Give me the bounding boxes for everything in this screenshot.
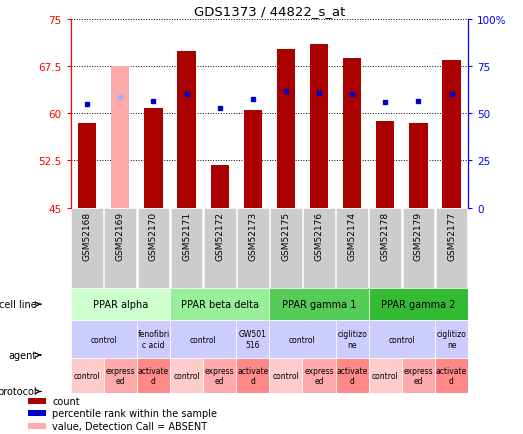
Bar	[78, 123, 96, 208]
Text: express
ed: express ed	[304, 366, 334, 385]
Bar	[137, 358, 170, 393]
Text: activate
d: activate d	[336, 366, 368, 385]
Bar	[144, 109, 163, 208]
Bar	[369, 208, 401, 289]
Text: PPAR alpha: PPAR alpha	[93, 299, 148, 309]
Bar	[244, 111, 262, 208]
Text: express
ed: express ed	[404, 366, 433, 385]
Text: control: control	[173, 371, 200, 380]
Bar	[336, 320, 369, 358]
Bar	[203, 358, 236, 393]
Bar	[435, 358, 468, 393]
Bar	[104, 358, 137, 393]
Bar	[303, 208, 335, 289]
Bar	[376, 122, 394, 208]
Bar	[170, 358, 203, 393]
Text: control: control	[289, 335, 316, 344]
Bar	[436, 208, 468, 289]
Text: fenofibri
c acid: fenofibri c acid	[138, 330, 169, 349]
Bar	[410, 123, 427, 208]
Bar	[269, 358, 302, 393]
Bar	[237, 208, 269, 289]
Bar	[269, 320, 336, 358]
Bar	[71, 289, 170, 320]
Text: express
ed: express ed	[205, 366, 234, 385]
Text: activate
d: activate d	[436, 366, 467, 385]
Text: control: control	[272, 371, 299, 380]
Bar	[71, 208, 103, 289]
Text: PPAR gamma 1: PPAR gamma 1	[282, 299, 356, 309]
Bar	[343, 59, 361, 208]
Text: protocol: protocol	[0, 387, 37, 397]
Bar	[435, 320, 468, 358]
Bar	[28, 423, 47, 429]
Bar	[170, 320, 236, 358]
Bar	[270, 208, 302, 289]
Bar	[369, 358, 402, 393]
Bar	[111, 67, 129, 208]
Bar	[236, 358, 269, 393]
Text: activate
d: activate d	[237, 366, 268, 385]
Text: express
ed: express ed	[106, 366, 135, 385]
Bar	[403, 208, 434, 289]
Bar	[204, 208, 235, 289]
Text: agent: agent	[8, 350, 37, 360]
Text: control: control	[90, 335, 117, 344]
Bar	[138, 208, 169, 289]
Text: cell line: cell line	[0, 299, 37, 309]
Bar	[28, 398, 47, 404]
Bar	[336, 358, 369, 393]
Bar	[336, 208, 368, 289]
Text: control: control	[389, 335, 415, 344]
Bar	[302, 358, 336, 393]
Text: PPAR gamma 2: PPAR gamma 2	[381, 299, 456, 309]
Bar	[269, 289, 369, 320]
Bar	[402, 358, 435, 393]
Text: count: count	[52, 396, 80, 406]
Bar	[170, 289, 269, 320]
Bar	[442, 60, 461, 208]
Bar	[137, 320, 170, 358]
Text: PPAR beta delta: PPAR beta delta	[180, 299, 259, 309]
Text: control: control	[372, 371, 399, 380]
Text: value, Detection Call = ABSENT: value, Detection Call = ABSENT	[52, 421, 207, 431]
Text: ciglitizo
ne: ciglitizo ne	[337, 330, 367, 349]
Bar	[211, 165, 229, 208]
Text: control: control	[74, 371, 100, 380]
Bar	[71, 320, 137, 358]
Bar	[310, 45, 328, 208]
Bar	[369, 289, 468, 320]
Text: control: control	[190, 335, 217, 344]
Text: GW501
516: GW501 516	[239, 330, 267, 349]
Bar	[170, 208, 202, 289]
Bar	[236, 320, 269, 358]
Title: GDS1373 / 44822_s_at: GDS1373 / 44822_s_at	[194, 5, 345, 18]
Text: percentile rank within the sample: percentile rank within the sample	[52, 408, 217, 418]
Bar	[277, 50, 295, 208]
Bar	[71, 358, 104, 393]
Text: rank, Detection Call = ABSENT: rank, Detection Call = ABSENT	[52, 433, 202, 434]
Bar	[369, 320, 435, 358]
Text: ciglitizo
ne: ciglitizo ne	[437, 330, 467, 349]
Text: activate
d: activate d	[138, 366, 169, 385]
Bar	[28, 410, 47, 417]
Bar	[105, 208, 136, 289]
Bar	[177, 52, 196, 208]
